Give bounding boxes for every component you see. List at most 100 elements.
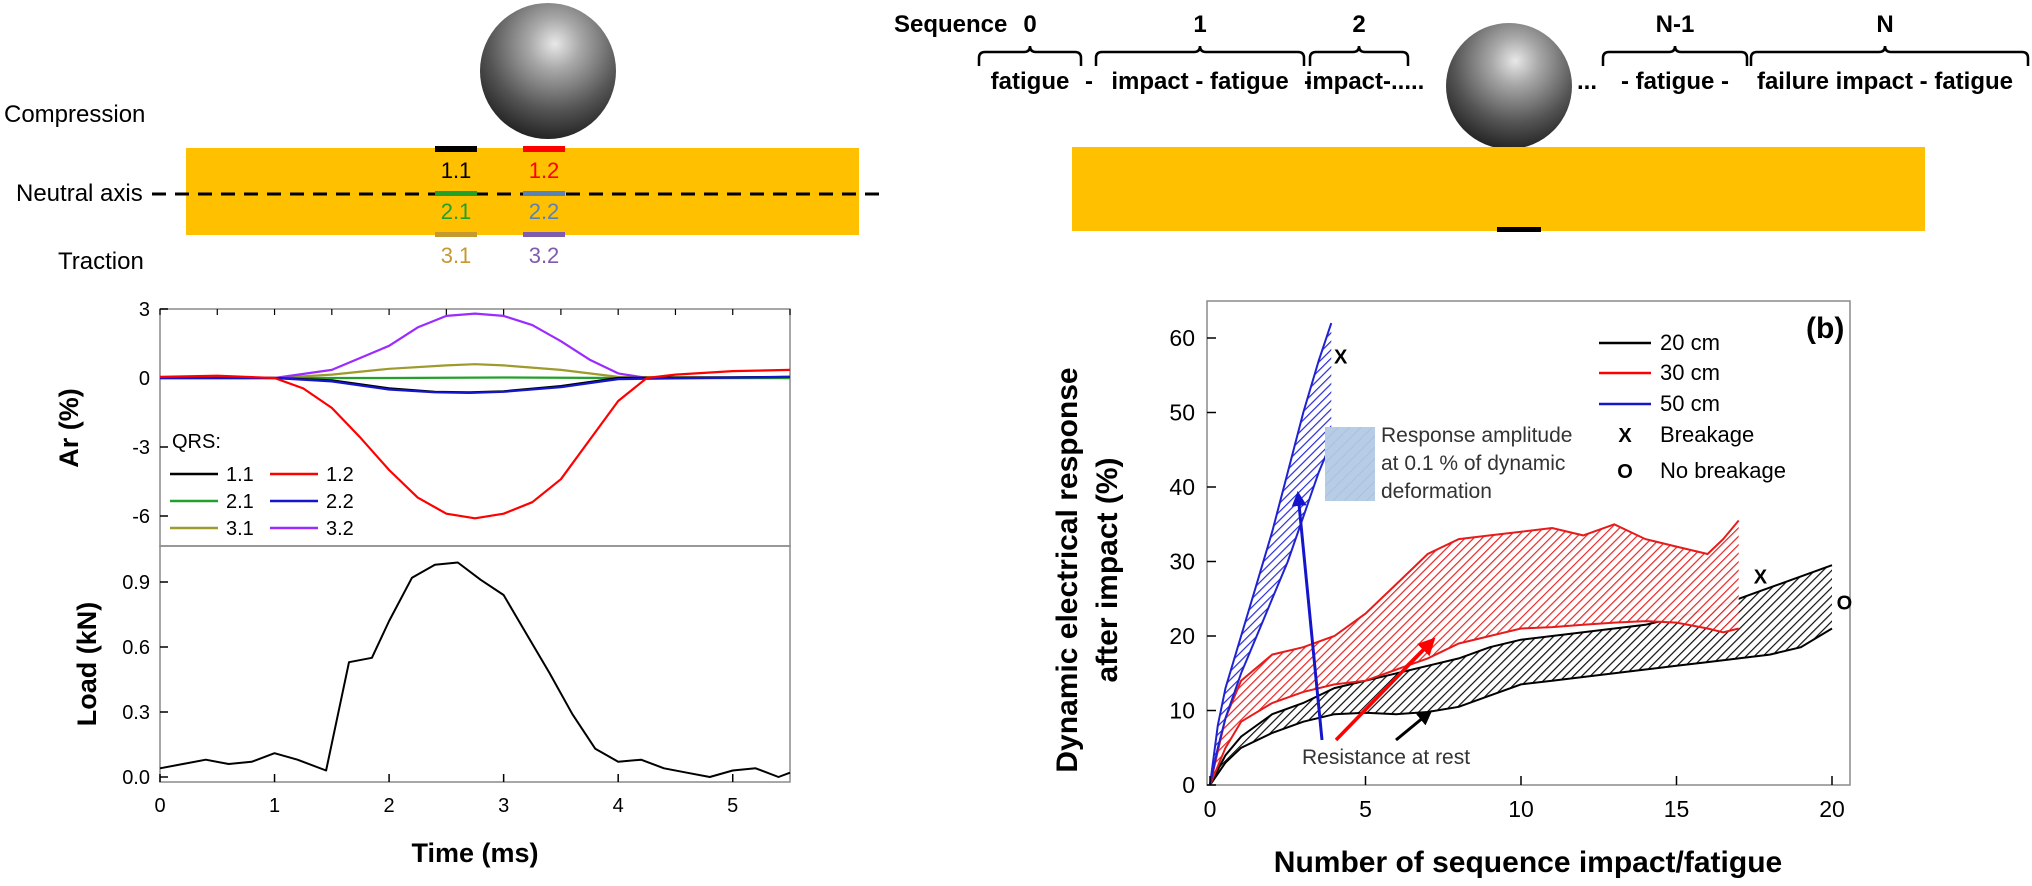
b-series-bands (1209, 322, 1833, 786)
b-ytick-label: 0 (1182, 772, 1195, 798)
load-ylabel: Load (kN) (72, 602, 102, 727)
load-plot-frame (159, 545, 791, 783)
ar-series-1-2 (159, 368, 791, 520)
b-xticks: 0 5 10 15 20 (1204, 776, 1845, 822)
b-band-lower-30cm (1209, 620, 1739, 786)
load-xtick-label: 1 (269, 795, 280, 817)
schematic-a: Compression Neutral axis Traction 1.1 1.… (4, 3, 880, 275)
load-ytick-label: 0.3 (122, 702, 150, 724)
b-legend-label-20cm: 20 cm (1660, 330, 1720, 355)
load-xtick-label: 2 (384, 795, 395, 817)
b-legend-x-symbol: X (1618, 425, 1632, 447)
ar-series-3-2 (160, 312, 790, 380)
qrs-label-2-2: 2.2 (529, 199, 560, 224)
ar-plot-frame (159, 308, 791, 547)
b-marker-x-0: X (1334, 347, 1348, 369)
qrs-bar-3-1 (435, 232, 477, 237)
load-xlabel: Time (ms) (411, 838, 538, 868)
b-band-50cm (1210, 323, 1332, 785)
b-ytick-label: 20 (1169, 623, 1195, 649)
qrs-label-1-1: 1.1 (441, 158, 472, 183)
sequence-number-0: 0 (1023, 11, 1036, 38)
response-amplitude-swatch (1325, 427, 1375, 501)
beam-a (186, 148, 859, 235)
panel-b: 0 10 20 30 40 50 60 0 5 10 15 20 (b) Dynamic elect… (1051, 300, 1852, 879)
ar-ytick-label: 3 (139, 299, 150, 321)
arrow-red (1334, 637, 1436, 742)
b-ylabel-line2: after impact (%) (1091, 457, 1124, 682)
b-ytick-label: 10 (1169, 698, 1195, 724)
ar-ytick-label: 0 (139, 368, 150, 390)
b-ytick-label: 60 (1169, 325, 1195, 351)
response-amplitude-line3: deformation (1381, 480, 1492, 503)
b-xtick-label: 10 (1508, 796, 1534, 822)
sequence-number-2: 2 (1352, 11, 1365, 38)
b-xtick-label: 15 (1664, 796, 1690, 822)
sequence-number-n-1: N-1 (1656, 11, 1695, 38)
stage-failure-n: failure impact - fatigue (1757, 68, 2013, 95)
ar-series-2-2 (160, 375, 791, 394)
arrow-black (1395, 710, 1433, 742)
b-legend-o-label: No breakage (1660, 458, 1786, 483)
b-band-30cm (1210, 520, 1739, 785)
ar-ytick-label: -6 (132, 506, 150, 528)
b-xtick-label: 5 (1359, 796, 1372, 822)
ar-series-3-1 (160, 363, 791, 380)
ar-ytick-label: -3 (132, 437, 150, 459)
compression-label: Compression (4, 101, 145, 128)
ar-legend: QRS: 1.1 1.2 2.1 2.2 3.1 3.2 (170, 431, 354, 540)
stage-impact-fatigue-1: impact - fatigue (1111, 68, 1288, 95)
stage-ellipsis: ... (1577, 68, 1597, 95)
schematic-b: Sequence 0 1 2 N-1 N fatigue - impact - … (894, 11, 2030, 232)
load-ytick-label: 0.6 (122, 637, 150, 659)
b-band-lower-50cm (1209, 441, 1333, 786)
brace-2 (1308, 45, 1410, 66)
b-marker-x-1: X (1754, 566, 1768, 588)
qrs-label-3-1: 3.1 (441, 243, 472, 268)
stage-fatigue-n-1: - fatigue - (1621, 68, 1729, 95)
b-markers: X X O (1334, 347, 1852, 615)
qrs-bar-2-1 (435, 191, 477, 196)
b-legend-label-50cm: 50 cm (1660, 391, 1720, 416)
b-ytick-label: 30 (1169, 549, 1195, 575)
qrs-bar-3-2 (523, 232, 565, 237)
sequence-label: Sequence (894, 11, 1007, 38)
b-plot-frame (1206, 300, 1851, 786)
b-legend-x-label: Breakage (1660, 422, 1754, 447)
qrs-label-3-2: 3.2 (529, 243, 560, 268)
b-ylabel-line1: Dynamic electrical response (1051, 367, 1084, 772)
load-xtick-label: 5 (727, 795, 738, 817)
stage-fatigue-0: fatigue (991, 68, 1070, 95)
legend-label-2-2: 2.2 (326, 491, 354, 513)
load-xtick-label: 3 (498, 795, 509, 817)
qrs-label-2-1: 2.1 (441, 199, 472, 224)
load-ytick-label: 0.0 (122, 767, 150, 789)
stage-sep-0: - (1085, 68, 1093, 95)
ar-ylabel: Ar (%) (54, 388, 84, 468)
ar-yticks: 3 0 -3 -6 (132, 299, 791, 528)
b-marker-o-2: O (1837, 592, 1853, 614)
qrs-label-1-2: 1.2 (529, 158, 560, 183)
legend-label-3-2: 3.2 (326, 518, 354, 540)
brace-1 (1094, 45, 1306, 66)
b-ytick-label: 40 (1169, 474, 1195, 500)
qrs-bar-1-1 (435, 146, 477, 152)
panel-ar: 3 0 -3 -6 Ar (%) QRS: 1.1 1.2 2.1 2.2 3.1 3… (54, 299, 791, 547)
load-yticks: 0.0 0.3 0.6 0.9 (122, 572, 168, 789)
sequence-number-1: 1 (1193, 11, 1206, 38)
neutral-axis-label: Neutral axis (16, 180, 143, 207)
b-ytick-label: 50 (1169, 400, 1195, 426)
load-xtick-label: 4 (613, 795, 624, 817)
impactor-ball-a (480, 3, 616, 139)
legend-label-2-1: 2.1 (226, 491, 254, 513)
gauge-bar-b (1497, 227, 1541, 232)
arrow-blue (1291, 491, 1324, 741)
resistance-at-rest-label: Resistance at rest (1302, 746, 1470, 769)
b-yticks: 0 10 20 30 40 50 60 (1169, 325, 1216, 798)
b-legend-label-30cm: 30 cm (1660, 360, 1720, 385)
brace-0 (977, 45, 1083, 66)
ar-series (159, 312, 791, 520)
impactor-ball-b (1446, 23, 1572, 149)
qrs-bar-1-2 (523, 146, 565, 152)
